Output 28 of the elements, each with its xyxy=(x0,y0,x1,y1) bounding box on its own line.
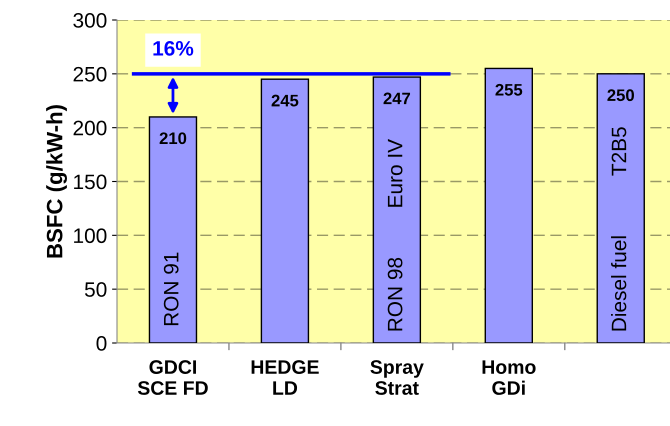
y-axis-title: BSFC (g/kW-h) xyxy=(46,105,67,258)
y-tick-label: 150 xyxy=(74,174,106,190)
annotation: T2B5 xyxy=(612,127,626,176)
y-tick-label: 0 xyxy=(96,336,106,351)
data-label: 247 xyxy=(384,92,410,104)
data-label: 255 xyxy=(495,84,522,96)
annotation: Euro IV xyxy=(388,139,402,207)
x-tick-label: Homo GDi xyxy=(482,360,536,395)
bar xyxy=(260,78,310,343)
data-label: 245 xyxy=(272,94,298,106)
x-tick-label: GDCI SCE FD xyxy=(138,360,208,395)
bar xyxy=(372,76,422,343)
x-tick-label: HEDGE LD xyxy=(252,360,319,395)
y-tick-label: 300 xyxy=(73,13,106,28)
annotation: RON 91 xyxy=(164,252,179,326)
bar xyxy=(596,73,645,343)
bar xyxy=(484,68,534,343)
y-tick-label: 200 xyxy=(74,120,106,136)
x-tick-label: Spray Strat xyxy=(370,360,424,395)
data-label: 250 xyxy=(607,89,634,102)
bar xyxy=(148,116,198,343)
annotation: Diesel fuel xyxy=(611,236,626,331)
y-tick-label: 250 xyxy=(74,66,106,82)
data-label: 210 xyxy=(160,132,186,144)
y-tick-label: 100 xyxy=(74,228,106,244)
annotation: 16% xyxy=(153,40,194,56)
annotation: RON 98 xyxy=(388,258,402,331)
y-tick-label: 50 xyxy=(84,282,106,297)
